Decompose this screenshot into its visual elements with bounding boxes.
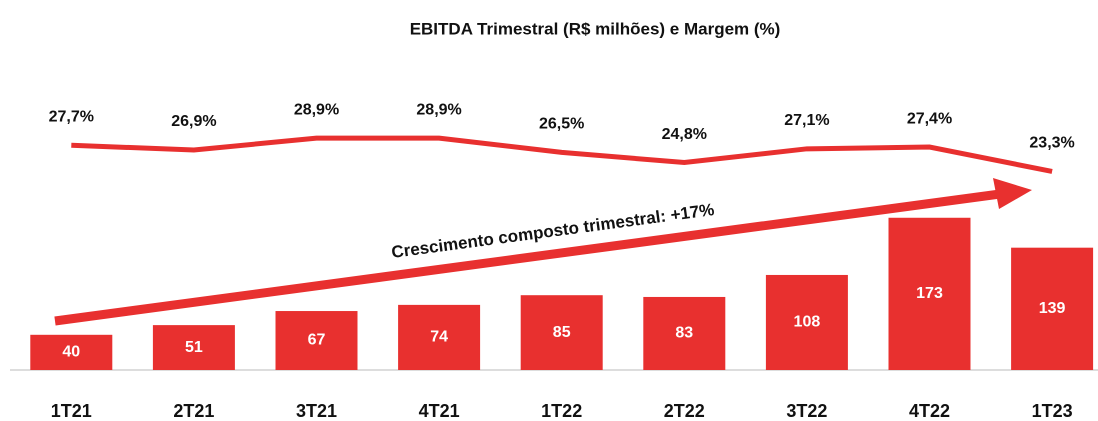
bar [1011,247,1094,370]
bar-label: 108 [794,314,821,331]
x-tick-label: 1T21 [51,401,92,421]
bar [888,217,971,370]
x-tick-label: 2T22 [664,401,705,421]
x-tick-label: 1T22 [541,401,582,421]
bar-label: 67 [308,332,326,349]
line-label: 27,7% [49,108,94,125]
bar [765,274,848,370]
x-tick-label: 3T22 [786,401,827,421]
bar [30,334,113,370]
line-label: 26,5% [539,116,584,133]
bar-label: 139 [1039,300,1066,317]
margin-line [71,135,1053,174]
bar-label: 83 [675,325,693,342]
bar [152,325,235,370]
x-tick-label: 4T22 [909,401,950,421]
growth-arrow [54,178,1032,326]
bar [275,311,358,370]
arrow-shaft [54,189,1001,326]
chart-title: EBITDA Trimestral (R$ milhões) e Margem … [410,19,781,38]
bar-label: 51 [185,339,203,356]
x-tick-label: 1T23 [1032,401,1073,421]
bar-label: 40 [62,344,80,361]
line-label: 23,3% [1029,135,1074,152]
bar [643,296,726,370]
bar-label: 85 [553,324,571,341]
line-label: 28,9% [416,101,461,118]
line-label: 27,1% [784,112,829,129]
bar-label: 74 [430,329,448,346]
arrow-head [993,178,1032,209]
line-label: 24,8% [662,126,707,143]
x-tick-label: 4T21 [419,401,460,421]
bar-label: 173 [916,285,943,302]
bar [398,304,481,370]
bar [520,295,603,370]
x-tick-label: 2T21 [173,401,214,421]
x-tick-label: 3T21 [296,401,337,421]
line-label: 26,9% [171,113,216,130]
line-label: 27,4% [907,110,952,127]
line-label: 28,9% [294,101,339,118]
